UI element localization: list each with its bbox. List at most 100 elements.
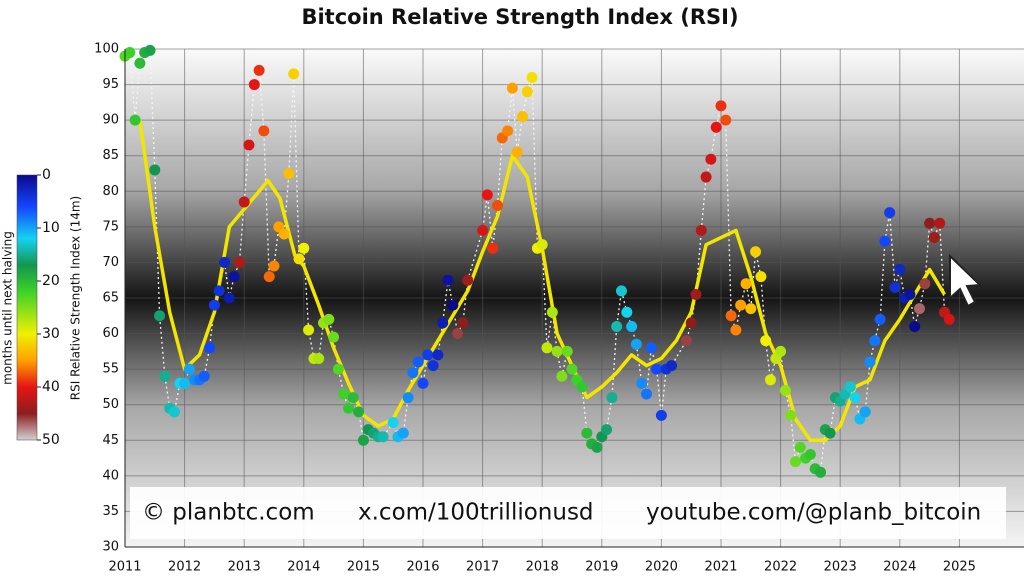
data-point bbox=[666, 360, 678, 372]
y-tick-label: 40 bbox=[102, 468, 119, 483]
y-tick-label: 50 bbox=[102, 397, 119, 412]
x-tick-label: 2011 bbox=[108, 560, 141, 575]
y-tick-label: 100 bbox=[94, 42, 119, 57]
data-point bbox=[934, 217, 946, 229]
data-point bbox=[904, 288, 916, 300]
y-axis-label: RSI Relative Strength Index (14m) bbox=[69, 196, 83, 400]
data-point bbox=[343, 402, 354, 414]
data-point bbox=[387, 417, 399, 428]
data-point bbox=[779, 384, 791, 396]
watermark: youtube.com/@planb_bitcoin bbox=[646, 500, 981, 526]
x-tick-label: 2012 bbox=[168, 560, 201, 575]
data-point bbox=[437, 317, 449, 329]
data-point bbox=[621, 306, 633, 318]
data-point bbox=[745, 303, 757, 315]
data-point bbox=[328, 331, 340, 343]
data-point bbox=[869, 335, 881, 347]
data-point bbox=[700, 171, 712, 183]
data-point bbox=[213, 285, 225, 297]
watermark-box bbox=[130, 487, 1006, 539]
data-point bbox=[332, 363, 344, 375]
data-point bbox=[303, 324, 315, 336]
colorbar-tick-label: 10 bbox=[42, 220, 60, 236]
data-point bbox=[144, 44, 156, 56]
x-tick-label: 2013 bbox=[228, 560, 261, 575]
x-tick-label: 2017 bbox=[466, 560, 499, 575]
y-tick-label: 85 bbox=[102, 148, 119, 163]
data-point bbox=[338, 388, 350, 400]
data-point bbox=[546, 306, 558, 318]
data-point bbox=[655, 409, 667, 421]
data-point bbox=[859, 406, 871, 418]
data-point bbox=[943, 313, 955, 325]
y-tick-label: 65 bbox=[102, 291, 119, 306]
data-point bbox=[223, 292, 235, 304]
data-point bbox=[576, 381, 588, 393]
data-point bbox=[561, 345, 573, 357]
data-point bbox=[402, 392, 414, 404]
x-tick-label: 2014 bbox=[287, 560, 320, 575]
data-point bbox=[874, 313, 886, 325]
data-point bbox=[710, 121, 722, 133]
data-point bbox=[566, 363, 578, 375]
data-point bbox=[179, 377, 191, 389]
x-tick-label: 2024 bbox=[883, 560, 916, 575]
data-point bbox=[844, 381, 856, 393]
data-point bbox=[417, 377, 429, 389]
data-point bbox=[804, 449, 816, 461]
x-tick-label: 2016 bbox=[406, 560, 439, 575]
y-tick-label: 30 bbox=[102, 540, 119, 555]
data-point bbox=[541, 342, 553, 354]
colorbar-label: months until next halving bbox=[1, 231, 15, 385]
data-point bbox=[233, 256, 245, 268]
data-point bbox=[894, 264, 906, 276]
y-tick-label: 90 bbox=[102, 113, 119, 128]
data-point bbox=[740, 278, 752, 290]
data-point bbox=[457, 317, 469, 329]
data-point bbox=[705, 153, 717, 165]
x-tick-label: 2022 bbox=[764, 560, 797, 575]
data-point bbox=[755, 271, 767, 283]
y-tick-label: 75 bbox=[102, 219, 119, 234]
colorbar-tick-label: 0 bbox=[42, 167, 51, 183]
data-point bbox=[238, 196, 250, 208]
data-point bbox=[720, 114, 732, 126]
data-point bbox=[685, 317, 697, 329]
data-point bbox=[253, 64, 265, 76]
trend-line bbox=[138, 119, 947, 443]
data-point bbox=[581, 427, 593, 439]
y-tick-label: 60 bbox=[102, 326, 119, 341]
data-point bbox=[477, 224, 489, 236]
data-point bbox=[248, 79, 260, 91]
data-point bbox=[615, 285, 627, 297]
x-tick-label: 2019 bbox=[585, 560, 618, 575]
x-tick-label: 2025 bbox=[943, 560, 976, 575]
data-point bbox=[219, 256, 231, 268]
data-point bbox=[775, 345, 787, 357]
data-point bbox=[134, 57, 146, 69]
data-point bbox=[462, 274, 474, 286]
data-point bbox=[452, 328, 464, 340]
data-point bbox=[849, 392, 861, 404]
data-point bbox=[511, 146, 523, 158]
data-point bbox=[278, 228, 290, 240]
colorbar-tick-label: 50 bbox=[42, 432, 60, 448]
data-point bbox=[228, 271, 240, 283]
data-point bbox=[412, 356, 424, 368]
data-point bbox=[750, 246, 762, 258]
data-point bbox=[591, 441, 603, 453]
data-point bbox=[268, 260, 280, 272]
y-tick-label: 45 bbox=[102, 433, 119, 448]
data-point bbox=[293, 253, 305, 265]
cursor bbox=[949, 253, 983, 308]
x-tick-label: 2023 bbox=[824, 560, 857, 575]
colorbar-tick-label: 30 bbox=[42, 326, 60, 342]
y-tick-label: 95 bbox=[102, 77, 119, 92]
data-point bbox=[502, 125, 514, 137]
data-point bbox=[909, 320, 921, 332]
data-point bbox=[626, 320, 638, 332]
data-point bbox=[208, 299, 220, 311]
data-point bbox=[353, 406, 365, 418]
data-point bbox=[794, 441, 806, 453]
chart-title: Bitcoin Relative Strength Index (RSI) bbox=[301, 5, 738, 29]
